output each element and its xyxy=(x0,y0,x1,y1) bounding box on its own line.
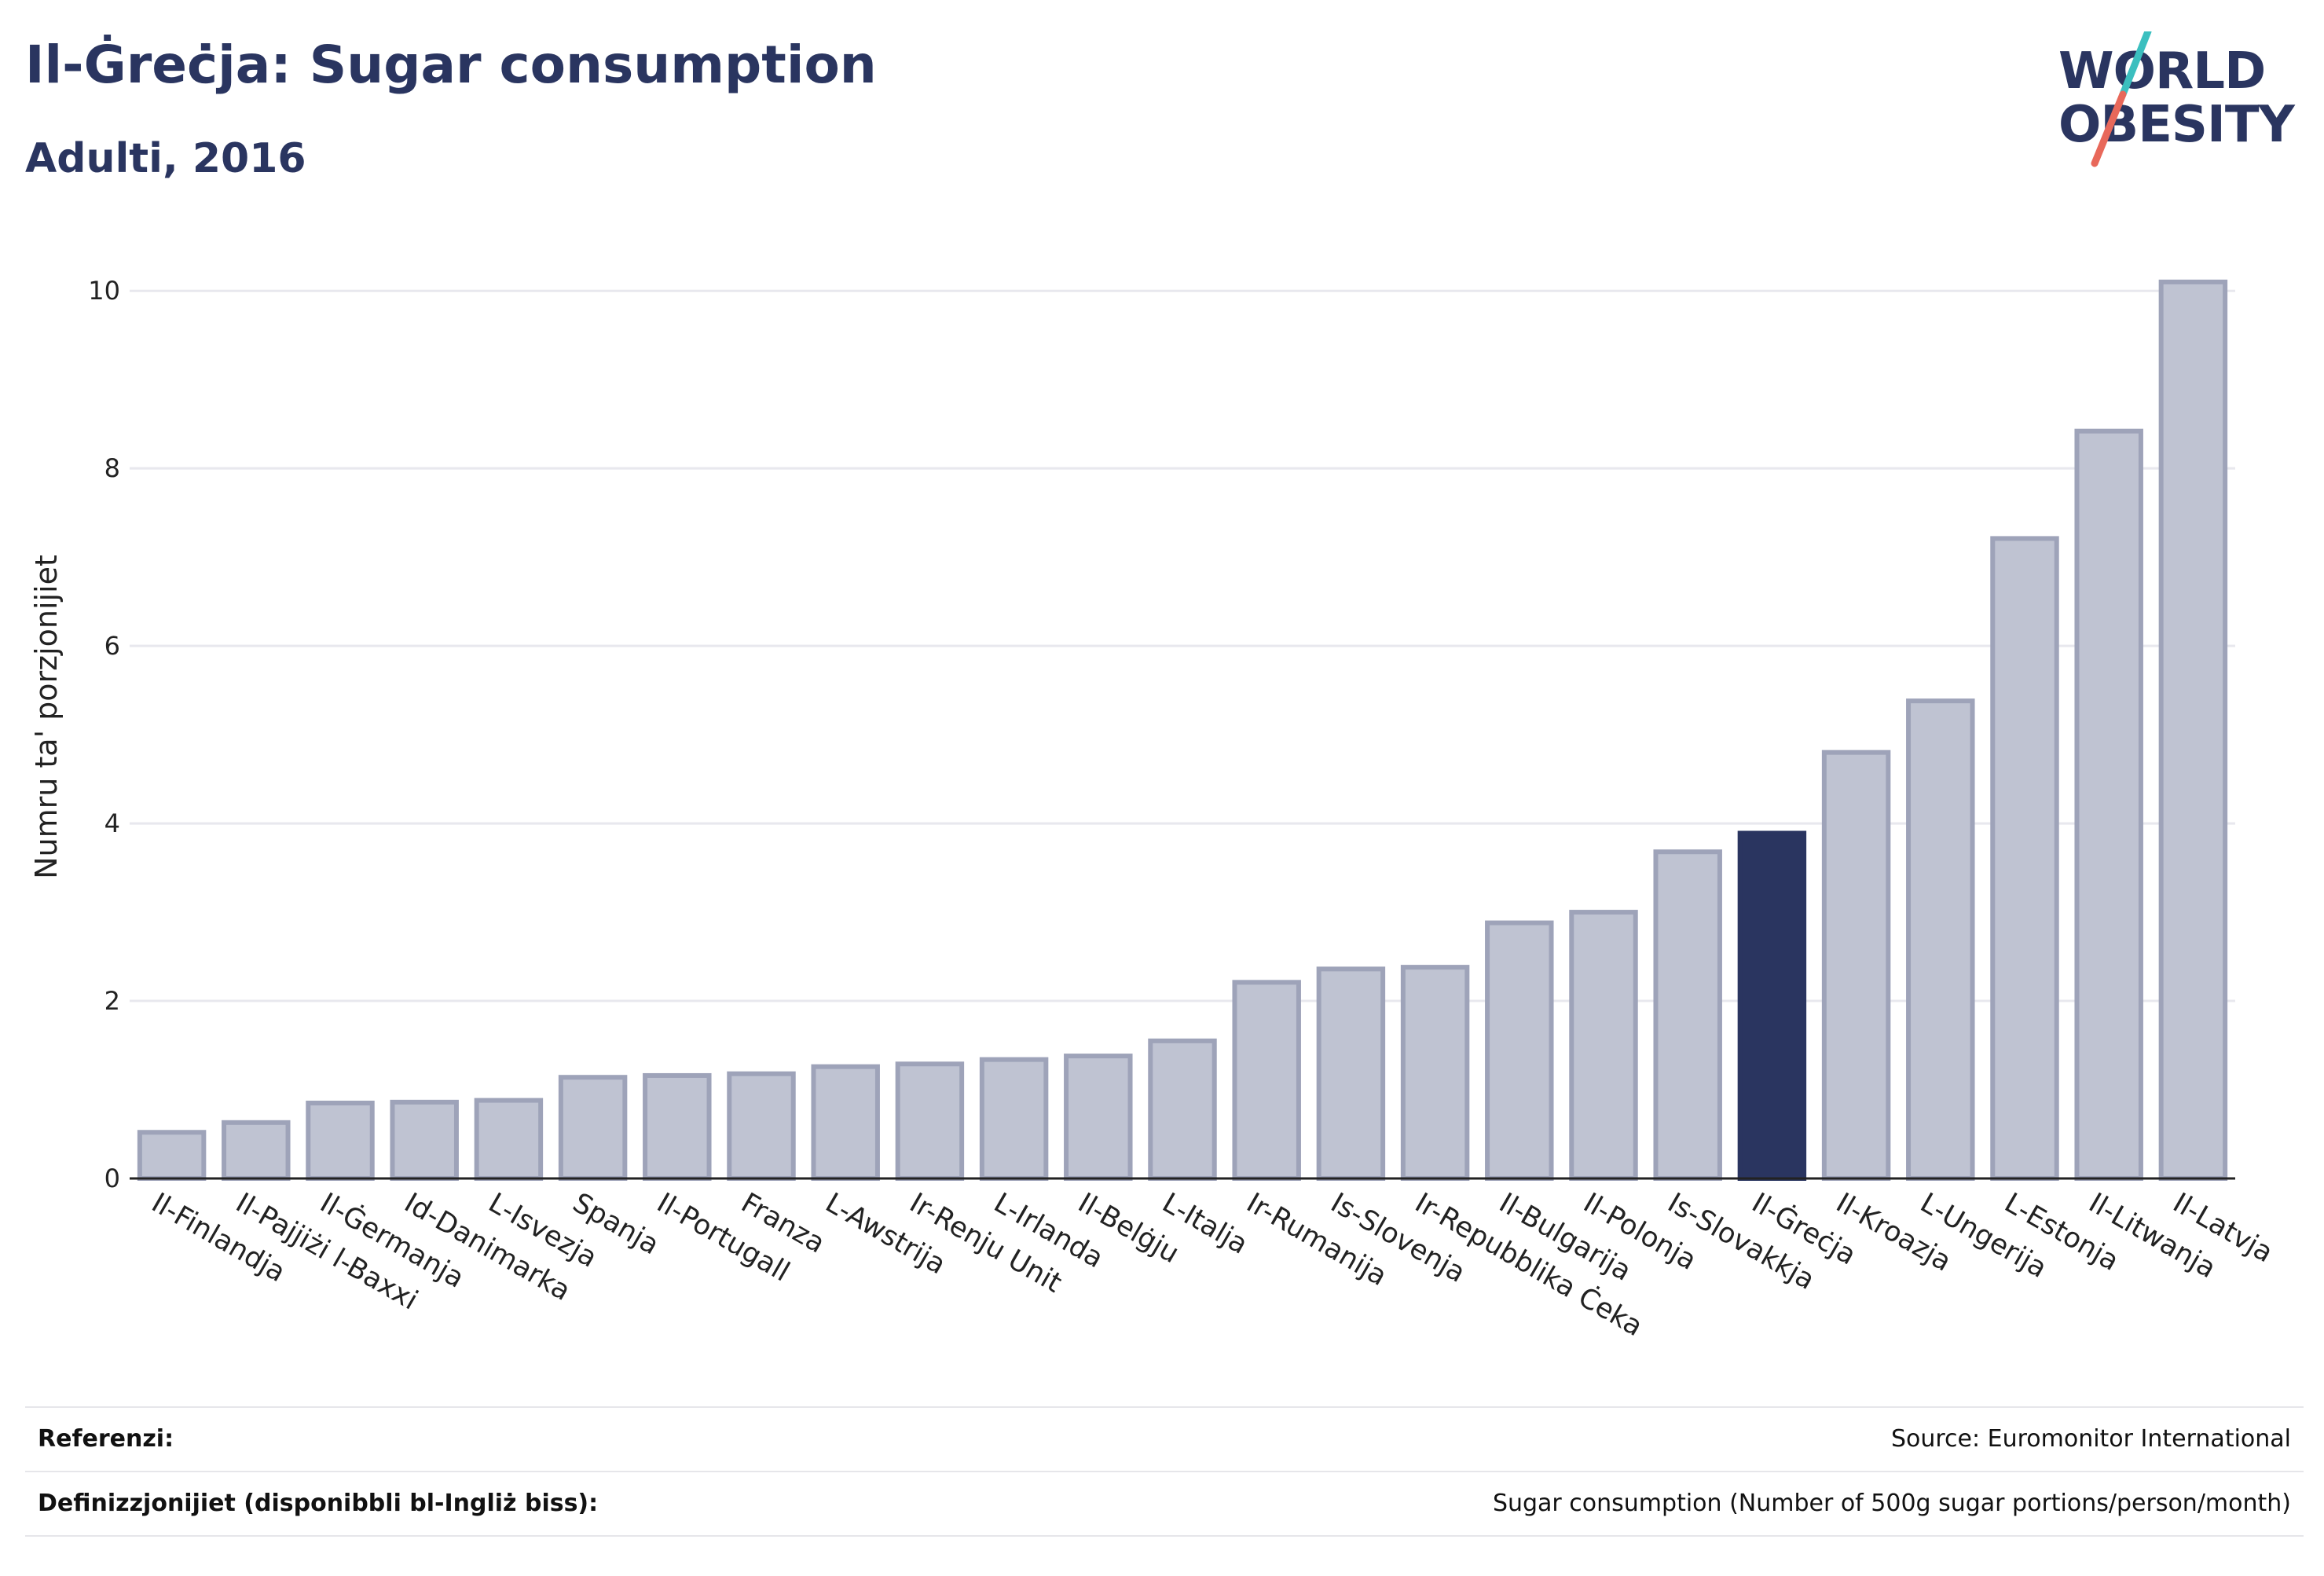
bar xyxy=(1485,920,1554,1181)
bar xyxy=(643,1072,712,1181)
bar xyxy=(306,1100,375,1181)
bar xyxy=(1569,910,1638,1182)
bar xyxy=(1653,849,1722,1181)
bar xyxy=(1064,1054,1133,1182)
y-tick-label: 6 xyxy=(104,631,120,661)
bar xyxy=(2158,279,2228,1181)
bar xyxy=(1148,1038,1217,1181)
definitions-value: Sugar consumption (Number of 500g sugar … xyxy=(1492,1490,2291,1517)
world-obesity-logo: WORLD OBESITY xyxy=(2058,31,2296,167)
bar xyxy=(390,1099,459,1182)
page-title: Il-Ġreċja: Sugar consumption xyxy=(25,35,877,95)
bar xyxy=(474,1098,544,1181)
logo-line2: OBESITY xyxy=(2058,96,2295,154)
definitions-row: Definizzjonijiet (disponibbli bl-Ingliż … xyxy=(25,1471,2304,1535)
logo-slash-top xyxy=(2119,31,2152,98)
y-tick-label: 0 xyxy=(104,1164,120,1193)
bar xyxy=(2074,428,2143,1181)
y-tick-label: 8 xyxy=(104,453,120,483)
bar xyxy=(727,1071,796,1182)
logo-line1: WORLD xyxy=(2058,42,2265,101)
bar xyxy=(1316,966,1386,1181)
footer-bottom-rule xyxy=(25,1535,2304,1537)
bars xyxy=(137,279,2228,1182)
bar xyxy=(979,1057,1049,1181)
y-tick-label: 2 xyxy=(104,986,120,1016)
definitions-label: Definizzjonijiet (disponibbli bl-Ingliż … xyxy=(38,1490,599,1517)
y-tick-label: 4 xyxy=(104,808,120,838)
bar xyxy=(1821,750,1891,1181)
bar xyxy=(1232,980,1301,1181)
bar xyxy=(895,1061,965,1181)
bar-highlighted xyxy=(1737,830,1807,1181)
bar xyxy=(558,1075,628,1181)
page-subtitle: Adulti, 2016 xyxy=(25,135,306,182)
y-tick-label: 10 xyxy=(88,276,120,306)
references-value: Source: Euromonitor International xyxy=(1890,1425,2291,1453)
bar xyxy=(1990,536,2059,1181)
y-axis-label: Numru ta' porzjonijiet xyxy=(29,555,64,879)
references-label: Referenzi: xyxy=(38,1425,174,1453)
y-axis-ticks: 0 2 4 6 8 10 xyxy=(88,276,120,1193)
logo-slash-bottom xyxy=(2091,90,2127,167)
bar xyxy=(222,1120,291,1182)
references-row: Referenzi: Source: Euromonitor Internati… xyxy=(25,1406,2304,1471)
bar xyxy=(1400,965,1470,1181)
bar xyxy=(811,1064,880,1182)
bar xyxy=(137,1130,207,1181)
bar xyxy=(1906,698,1975,1181)
